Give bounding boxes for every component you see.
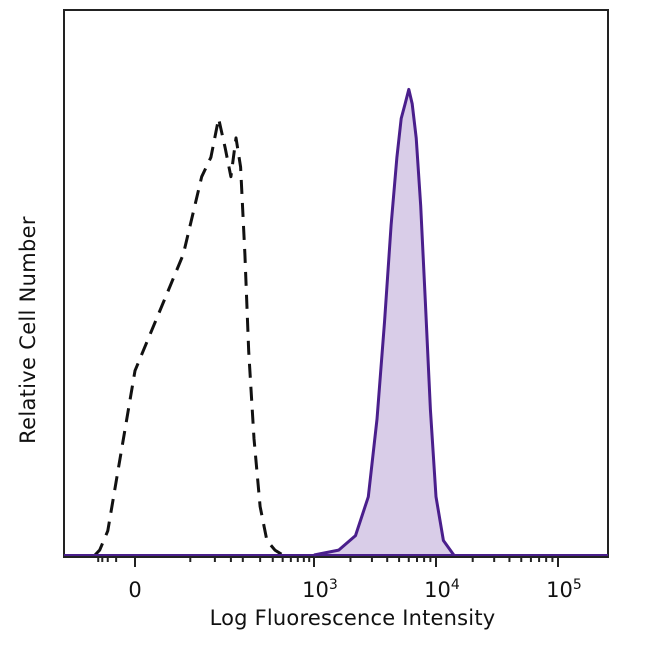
x-axis-label: Log Fluorescence Intensity <box>209 606 496 630</box>
x-tick-label-2: 104 <box>424 578 460 602</box>
x-tick-label-3: 105 <box>546 578 582 602</box>
x-tick-label-0: 0 <box>128 578 141 602</box>
x-tick-label-exponent: 4 <box>450 577 460 593</box>
y-axis-label: Relative Cell Number <box>16 216 40 444</box>
series-0-line <box>93 117 284 557</box>
x-tick-label-exponent: 3 <box>328 577 338 593</box>
x-tick-label-1: 103 <box>302 578 338 602</box>
x-tick-label-base: 10 <box>546 578 573 602</box>
x-tick-label-base: 10 <box>302 578 329 602</box>
x-tick-label-exponent: 5 <box>572 577 582 593</box>
x-tick-label-base: 0 <box>128 578 142 602</box>
x-tick-label-base: 10 <box>424 578 451 602</box>
plot-frame <box>63 9 609 558</box>
series-1-line <box>313 87 456 557</box>
series-1-area <box>314 89 454 556</box>
